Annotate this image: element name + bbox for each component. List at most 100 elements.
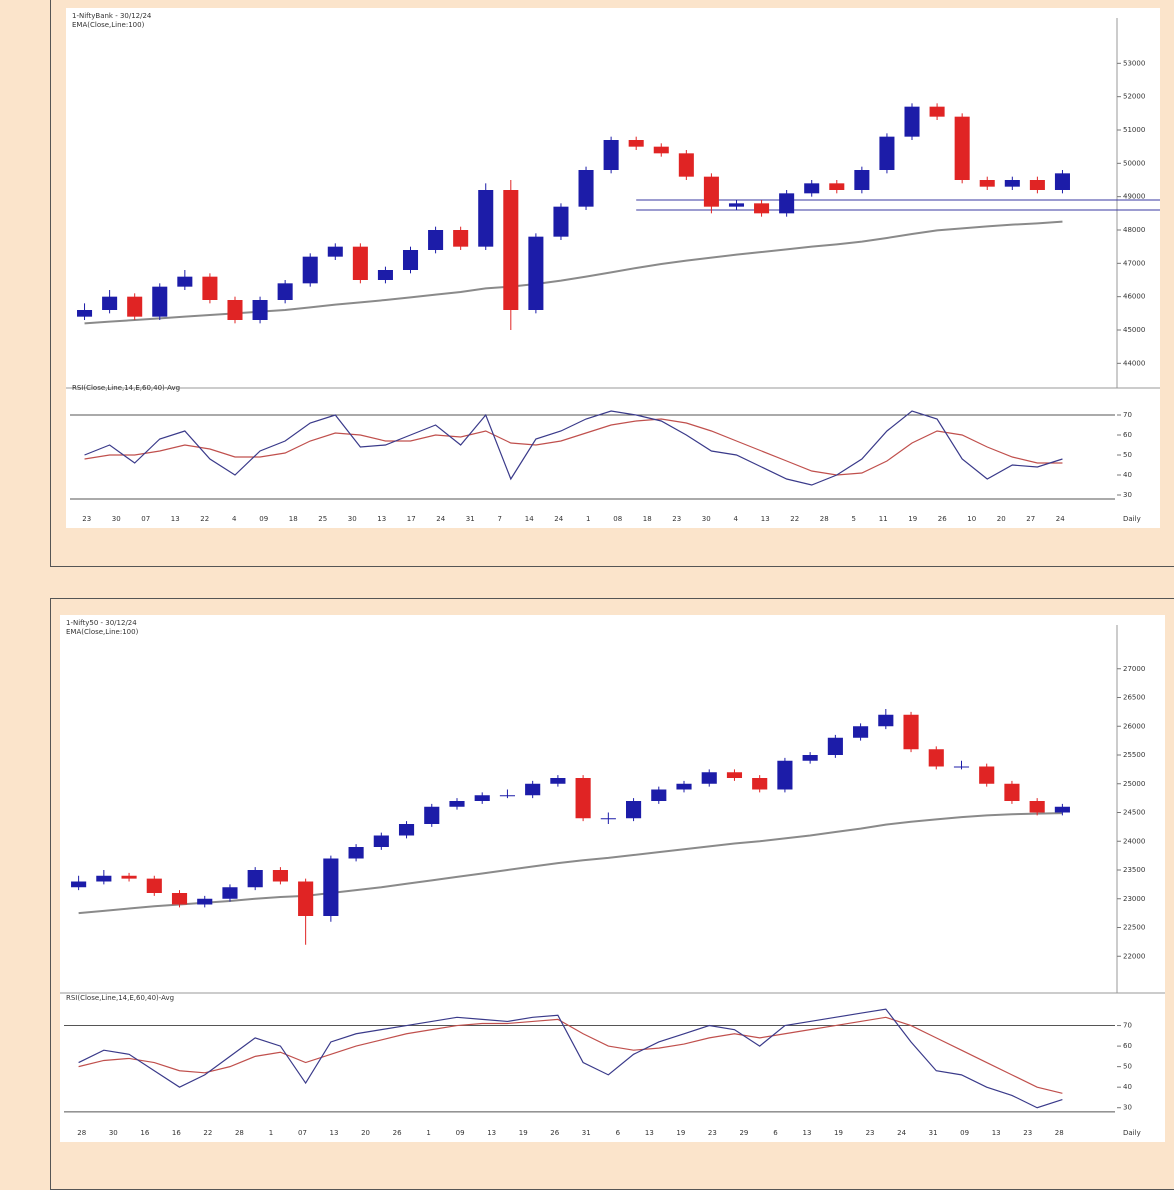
x-tick-label: 19 (676, 1129, 685, 1137)
candle-body (272, 870, 288, 882)
ema-line (78, 812, 1063, 915)
x-tick-label: 22 (203, 1129, 212, 1137)
x-tick-label: 18 (643, 515, 652, 523)
candle-body (227, 300, 243, 320)
candle-body (928, 749, 944, 767)
y-tick-label: 27000 (1123, 665, 1145, 673)
candle-body (428, 230, 444, 250)
x-tick-label: 23 (82, 515, 91, 523)
x-tick-label: 26 (938, 515, 947, 523)
candle-body (1004, 180, 1020, 187)
x-tick-label: 24 (436, 515, 445, 523)
candle-body (954, 116, 970, 180)
candle-body (71, 881, 87, 888)
indicator-label: RSI(Close,Line,14,E,60,40)-Avg (66, 994, 174, 1002)
chart-area (60, 615, 1165, 1142)
candle-body (752, 778, 768, 790)
chart-subtitle: EMA(Close,Line:100) (66, 628, 139, 636)
x-tick-label: 23 (708, 1129, 717, 1137)
candle-body (127, 296, 143, 317)
candle-body (578, 170, 594, 207)
x-tick-label: 07 (298, 1129, 307, 1137)
x-tick-label: 31 (582, 1129, 591, 1137)
x-tick-label: 09 (456, 1129, 465, 1137)
candle-body (802, 755, 818, 761)
y-tick-label: 48000 (1123, 226, 1145, 234)
candle-body (878, 714, 894, 727)
candle-body (424, 806, 440, 824)
candle-body (177, 276, 193, 287)
candle-body (152, 286, 168, 317)
x-tick-label: 13 (171, 515, 180, 523)
candle-body (553, 206, 569, 237)
period-label: Daily (1123, 515, 1141, 523)
candle-body (327, 246, 343, 257)
chart-title: 1-Nifty50 - 30/12/24 (66, 619, 137, 627)
x-tick-label: 28 (1055, 1129, 1064, 1137)
x-tick-label: 1 (426, 1129, 430, 1137)
candle-body (1029, 801, 1045, 813)
x-tick-label: 30 (109, 1129, 118, 1137)
candle-body (478, 190, 494, 247)
y-tick-label: 40 (1123, 471, 1132, 479)
y-tick-label: 50 (1123, 451, 1132, 459)
x-tick-label: 4 (232, 515, 237, 523)
y-tick-label: 60 (1123, 431, 1132, 439)
rsi-average (84, 418, 1063, 476)
y-tick-label: 24500 (1123, 809, 1145, 817)
y-tick-label: 51000 (1123, 126, 1145, 134)
y-tick-label: 50 (1123, 1063, 1132, 1071)
ema-line (84, 220, 1063, 325)
candle-body (777, 760, 793, 790)
y-tick-label: 50000 (1123, 159, 1145, 167)
x-tick-label: 18 (289, 515, 298, 523)
x-tick-label: 23 (1023, 1129, 1032, 1137)
candle-body (96, 875, 112, 882)
rsi-average (78, 1016, 1063, 1094)
candle-body (252, 300, 268, 320)
candle-body (348, 847, 364, 859)
x-tick-label: 20 (997, 515, 1006, 523)
x-tick-label: 24 (897, 1129, 906, 1137)
candle-body (625, 801, 642, 819)
candle-body (903, 714, 919, 750)
candle-body (678, 153, 694, 177)
x-tick-label: 29 (739, 1129, 748, 1137)
candle-body (653, 146, 669, 154)
x-tick-label: 11 (879, 515, 888, 523)
candle-body (402, 250, 419, 270)
candle-body (550, 778, 566, 784)
x-tick-label: 09 (259, 515, 268, 523)
candle-body (804, 183, 820, 194)
x-tick-label: 19 (834, 1129, 843, 1137)
x-tick-label: 09 (960, 1129, 969, 1137)
candle-body (575, 778, 591, 819)
candle-body (197, 898, 213, 905)
candle-body (525, 783, 541, 796)
candle-body (302, 256, 318, 284)
candle-body (979, 766, 995, 784)
y-tick-label: 45000 (1123, 326, 1145, 334)
candle-body (904, 106, 920, 137)
x-tick-label: 23 (866, 1129, 875, 1137)
candle-body (453, 230, 469, 247)
x-tick-label: 13 (377, 515, 386, 523)
x-tick-label: 13 (803, 1129, 812, 1137)
candle-body (323, 858, 339, 916)
rsi-line (78, 1008, 1063, 1109)
candle-body (628, 140, 644, 147)
x-tick-label: 31 (929, 1129, 938, 1137)
x-tick-label: 14 (525, 515, 534, 523)
chart-area (66, 8, 1160, 528)
candle-body (277, 283, 293, 300)
y-tick-label: 52000 (1123, 93, 1145, 101)
candle-body (600, 818, 616, 820)
candle-body (854, 170, 870, 190)
candle-body (247, 870, 263, 888)
candle-body (377, 270, 393, 280)
y-tick-label: 44000 (1123, 359, 1145, 367)
y-tick-label: 49000 (1123, 193, 1145, 201)
candle-body (754, 203, 770, 214)
x-tick-label: 24 (554, 515, 563, 523)
